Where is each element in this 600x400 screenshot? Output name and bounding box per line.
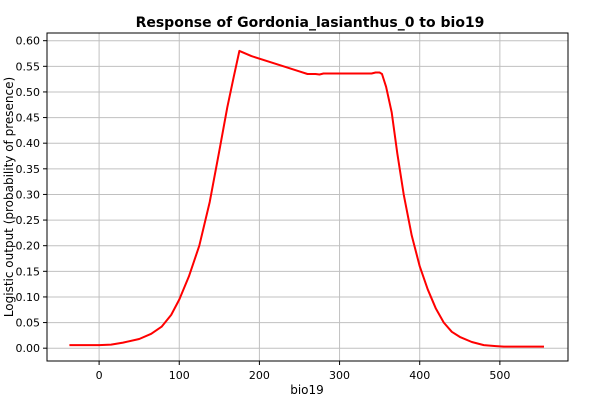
- x-tick-label: 500: [489, 369, 510, 382]
- x-tick-label: 300: [329, 369, 350, 382]
- x-axis: 0 100 200 300 400 500: [96, 361, 510, 382]
- y-tick-label: 0.20: [16, 240, 41, 253]
- x-tick-label: 100: [169, 369, 190, 382]
- y-tick-label: 0.00: [16, 342, 41, 355]
- y-axis-label: Logistic output (probability of presence…: [2, 77, 16, 317]
- y-tick-label: 0.25: [16, 214, 41, 227]
- x-tick-label: 0: [96, 369, 103, 382]
- y-tick-label: 0.50: [16, 86, 41, 99]
- y-tick-label: 0.55: [16, 60, 41, 73]
- x-tick-label: 400: [409, 369, 430, 382]
- grid-lines: [47, 33, 568, 361]
- x-tick-label: 200: [249, 369, 270, 382]
- y-tick-label: 0.15: [16, 265, 41, 278]
- plot-frame: [46, 32, 569, 362]
- chart-title: Response of Gordonia_lasianthus_0 to bio…: [136, 15, 485, 31]
- response-line: [69, 49, 544, 348]
- y-tick-label: 0.45: [16, 112, 41, 125]
- series-group: [69, 49, 544, 348]
- y-axis: 0.00 0.05 0.10 0.15 0.20 0.25 0.30 0.35 0.40 0.45…: [16, 35, 47, 355]
- y-tick-label: 0.30: [16, 188, 41, 201]
- y-tick-label: 0.05: [16, 317, 41, 330]
- y-tick-label: 0.35: [16, 163, 41, 176]
- y-tick-label: 0.40: [16, 137, 41, 150]
- y-tick-label: 0.10: [16, 291, 41, 304]
- y-tick-label: 0.60: [16, 35, 41, 48]
- x-axis-label: bio19: [290, 383, 324, 397]
